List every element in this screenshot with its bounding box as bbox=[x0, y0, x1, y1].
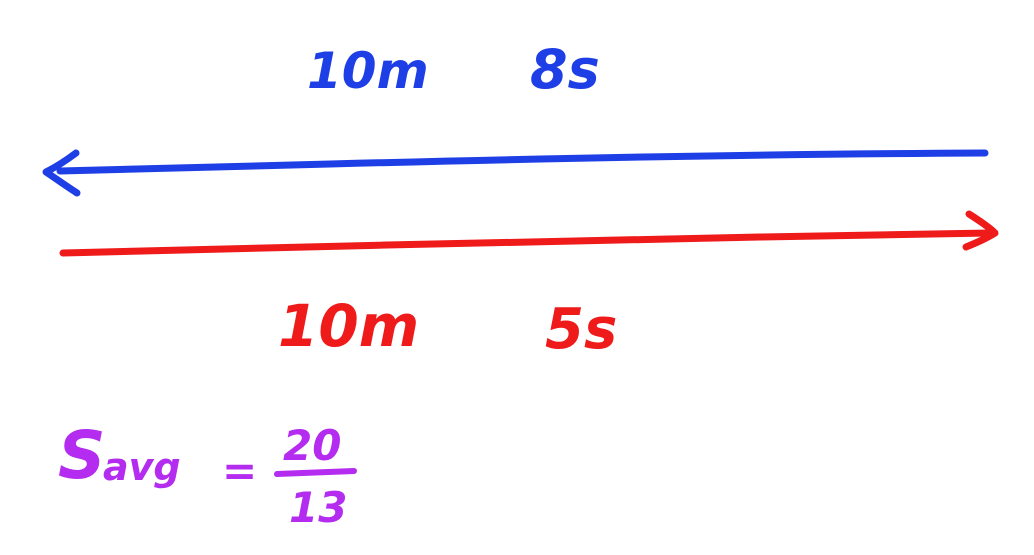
lower-distance-label: 10m bbox=[278, 292, 419, 360]
upper-arrow bbox=[42, 149, 989, 197]
formula-denominator: 13 bbox=[289, 483, 347, 532]
upper-arrow-shaft bbox=[56, 149, 989, 175]
fraction-bar bbox=[274, 468, 357, 477]
lower-arrow bbox=[59, 210, 999, 257]
upper-time-label: 8s bbox=[530, 38, 600, 101]
formula-numerator: 20 bbox=[283, 421, 341, 470]
lower-arrow-shaft bbox=[59, 229, 994, 257]
average-speed-formula: S avg = 20 13 bbox=[58, 417, 357, 532]
upper-distance-label: 10m bbox=[307, 42, 429, 100]
upper-arrow-head bbox=[42, 149, 81, 197]
lower-time-label: 5s bbox=[545, 297, 617, 362]
formula-equals: = bbox=[222, 446, 257, 495]
lower-arrow-head bbox=[962, 210, 999, 251]
formula-symbol: S bbox=[58, 417, 106, 494]
formula-subscript: avg bbox=[103, 445, 181, 489]
